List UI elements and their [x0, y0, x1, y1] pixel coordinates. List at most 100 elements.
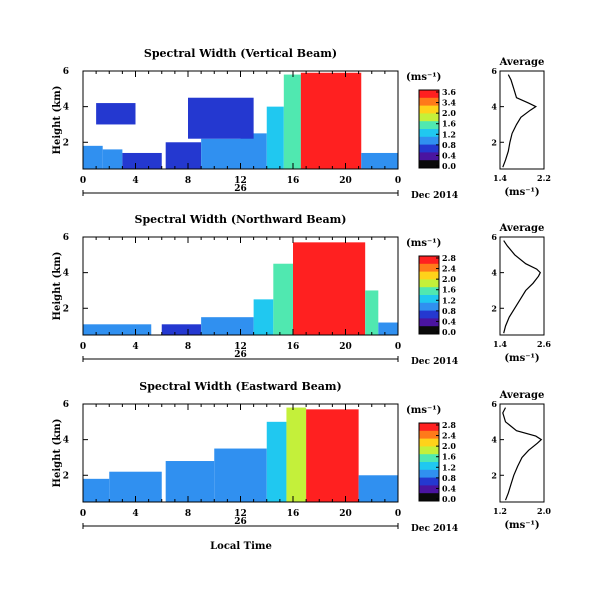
date-day-label: 26	[234, 184, 247, 194]
colorbar-tick-label: 1.6	[442, 285, 456, 295]
colorbar-swatch	[419, 129, 439, 138]
average-x-tick-label: 2.2	[537, 173, 551, 183]
x-tick-label: 0	[395, 509, 401, 519]
average-y-tick-label: 2	[491, 470, 497, 480]
heatmap-cell	[201, 138, 241, 169]
colorbar-swatch	[419, 271, 439, 280]
heatmap-cell	[161, 324, 202, 335]
average-frame	[499, 236, 545, 336]
y-tick-label: 4	[63, 436, 69, 446]
colorbar-tick-label: 2.8	[442, 420, 456, 430]
average-x-tick-label: 2.0	[537, 506, 551, 516]
panel-title: Spectral Width (Vertical Beam)	[144, 47, 337, 60]
colorbar-tick-label: 0.4	[442, 316, 456, 326]
colorbar-tick-label: 1.2	[442, 295, 456, 305]
y-axis-label: Height (km)	[52, 252, 63, 321]
average-x-label: (ms⁻¹)	[504, 187, 539, 198]
colorbar-tick-label: 2.4	[442, 264, 456, 274]
colorbar-swatch	[419, 302, 439, 312]
colorbar-tick-label: 2.0	[442, 441, 456, 451]
colorbar-tick-label: 1.6	[442, 452, 456, 462]
colorbar-tick-label: 2.8	[442, 253, 456, 263]
heatmap-cell	[378, 322, 398, 335]
colorbar-swatch	[419, 326, 439, 335]
panel-3: Spectral Width (Eastward Beam)642Height …	[52, 380, 551, 534]
colorbar-tick-label: 0.4	[442, 483, 456, 493]
colorbar-unit: (ms⁻¹)	[406, 72, 441, 83]
colorbar-swatch	[419, 469, 439, 479]
colorbar-swatch	[419, 279, 439, 288]
average-y-tick-label: 6	[491, 232, 497, 242]
colorbar-swatch	[419, 438, 439, 447]
average-y-tick-label: 2	[491, 137, 497, 147]
colorbar-tick-label: 2.0	[442, 108, 456, 118]
heatmap-cell	[300, 72, 362, 169]
colorbar-swatch	[419, 263, 439, 273]
x-tick-label: 0	[80, 342, 86, 352]
x-tick-label: 8	[185, 509, 191, 519]
x-tick-label: 20	[339, 176, 352, 186]
colorbar-tick-label: 0.0	[442, 327, 456, 337]
colorbar-swatch	[419, 256, 439, 265]
colorbar-tick-label: 0.8	[442, 140, 456, 150]
colorbar-frame	[418, 422, 440, 502]
heatmap-cell	[365, 290, 379, 335]
date-label: Dec 2014	[411, 191, 458, 201]
heatmap-cell	[83, 324, 152, 335]
average-profile-line	[502, 407, 543, 501]
x-tick-label: 12	[234, 509, 247, 519]
date-day-label: 26	[234, 517, 247, 527]
colorbar-swatch	[419, 121, 439, 130]
y-tick-label: 6	[63, 233, 69, 243]
colorbar-frame	[418, 89, 440, 169]
average-title: Average	[499, 57, 545, 68]
heatmap-cell	[214, 448, 267, 502]
x-tick-label: 16	[287, 176, 300, 186]
x-tick-label: 4	[132, 509, 138, 519]
colorbar-tick-label: 1.6	[442, 119, 456, 129]
colorbar-swatch	[419, 423, 439, 432]
average-x-tick-label: 1.4	[493, 339, 507, 349]
average-x-label: (ms⁻¹)	[504, 353, 539, 364]
average-title: Average	[499, 223, 545, 234]
heatmap-cell	[240, 133, 267, 169]
x-tick-label: 8	[185, 176, 191, 186]
heatmap-cell	[253, 299, 274, 335]
heatmap-cell	[286, 407, 307, 502]
colorbar-tick-label: 0.4	[442, 150, 456, 160]
x-tick-label: 4	[132, 176, 138, 186]
colorbar-swatch	[419, 105, 439, 114]
average-x-tick-label: 1.2	[493, 506, 507, 516]
heatmap-cell	[83, 478, 110, 502]
heatmap-cell	[273, 263, 293, 335]
colorbar-swatch	[419, 454, 439, 463]
x-tick-label: 16	[287, 342, 300, 352]
colorbar-swatch	[419, 477, 439, 486]
average-y-tick-label: 4	[491, 102, 497, 112]
colorbar-unit: (ms⁻¹)	[406, 405, 441, 416]
colorbar-swatch	[419, 430, 439, 440]
panel-2: Spectral Width (Northward Beam)642Height…	[52, 213, 551, 367]
colorbar-swatch	[419, 144, 439, 153]
colorbar-swatch	[419, 318, 439, 327]
date-label: Dec 2014	[411, 524, 458, 534]
average-frame	[499, 403, 545, 503]
average-profile-line	[502, 74, 538, 168]
average-y-tick-label: 4	[491, 268, 497, 278]
colorbar-frame	[418, 255, 440, 335]
colorbar-tick-label: 1.2	[442, 129, 456, 139]
y-tick-label: 2	[63, 138, 69, 148]
colorbar-tick-label: 3.4	[442, 98, 456, 108]
average-y-tick-label: 6	[491, 66, 497, 76]
date-label: Dec 2014	[411, 357, 458, 367]
heatmap-cell	[306, 409, 359, 502]
panel-title: Spectral Width (Eastward Beam)	[139, 380, 341, 393]
colorbar-swatch	[419, 493, 439, 502]
x-tick-label: 12	[234, 342, 247, 352]
x-tick-label: 20	[339, 509, 352, 519]
colorbar-tick-label: 0.0	[442, 494, 456, 504]
average-y-tick-label: 6	[491, 399, 497, 409]
heatmap-cell	[165, 461, 215, 502]
colorbar-swatch	[419, 295, 439, 304]
colorbar-swatch	[419, 113, 439, 122]
